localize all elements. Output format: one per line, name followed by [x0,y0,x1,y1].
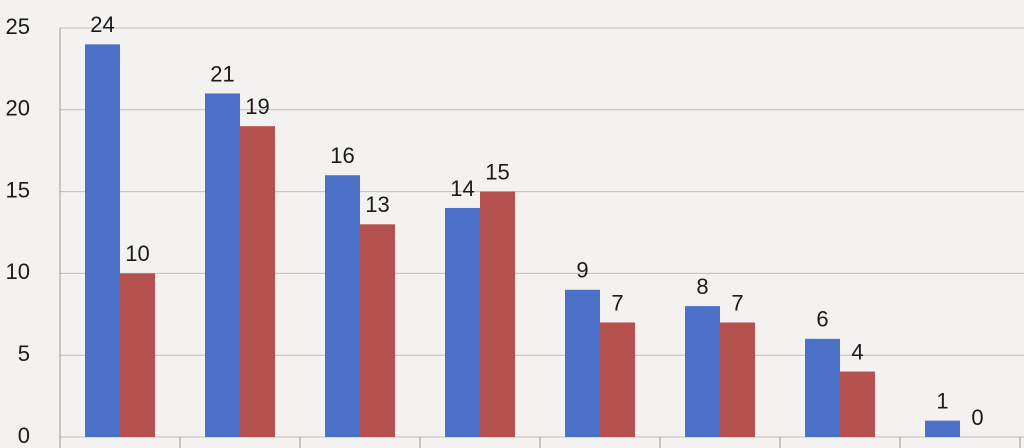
data-label: 14 [450,176,474,201]
bar [685,306,720,437]
data-label: 9 [576,258,588,283]
bar [205,93,240,437]
data-label: 4 [851,339,863,364]
data-label: 6 [816,307,828,332]
data-label: 1 [936,388,948,413]
data-label: 24 [90,12,114,37]
bar [240,126,275,437]
data-label: 0 [971,405,983,430]
bar [120,273,155,437]
data-label: 13 [365,192,389,217]
y-tick-label: 15 [6,177,30,202]
y-tick-label: 5 [18,341,30,366]
y-tick-label: 25 [6,14,30,39]
y-tick-label: 10 [6,259,30,284]
bar [805,338,840,437]
bar [925,420,960,437]
data-label: 7 [611,290,623,315]
data-label: 10 [125,241,149,266]
bar [720,322,755,437]
bar [600,322,635,437]
data-label: 21 [210,61,234,86]
data-label: 16 [330,143,354,168]
bar [480,191,515,437]
data-label: 8 [696,274,708,299]
bar [445,207,480,437]
bar [85,44,120,438]
bar [360,224,395,437]
data-label: 15 [485,159,509,184]
y-tick-label: 0 [18,423,30,448]
data-label: 7 [731,290,743,315]
bar [840,371,875,437]
data-label: 19 [245,94,269,119]
bar [325,175,360,438]
bar [565,289,600,437]
y-tick-label: 20 [6,96,30,121]
